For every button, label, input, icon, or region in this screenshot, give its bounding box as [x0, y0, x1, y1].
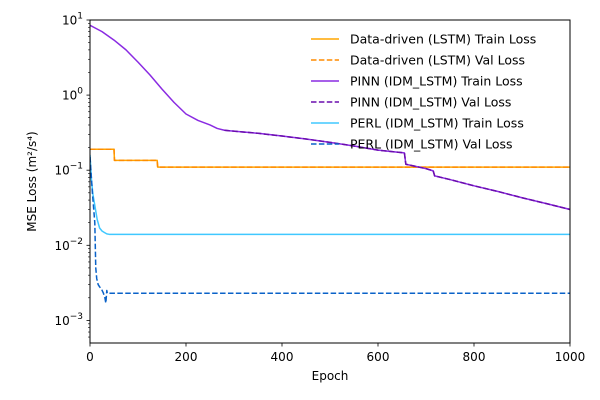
x-tick-label: 200 — [175, 350, 198, 364]
legend: Data-driven (LSTM) Train Loss Data-driven… — [311, 32, 536, 152]
y-tick-label: 10−2 — [54, 237, 83, 253]
legend-label: PINN (IDM_LSTM) Train Loss — [350, 74, 523, 89]
x-tick-label: 600 — [367, 350, 390, 364]
y-axis-label: MSE Loss (m²/s⁴) — [25, 131, 39, 231]
plot-frame — [89, 19, 571, 344]
y-axis-ticks: 10−3 10−2 10−1 100 101 — [54, 12, 90, 338]
y-tick-label: 101 — [62, 12, 83, 28]
series-line-4 — [224, 129, 570, 211]
series-layer — [90, 24, 570, 304]
x-tick-label: 0 — [86, 350, 94, 364]
legend-label: Data-driven (LSTM) Train Loss — [350, 32, 536, 47]
x-tick-label: 1000 — [555, 350, 586, 364]
series-line-6 — [90, 156, 570, 304]
y-tick-label: 10−1 — [54, 162, 83, 178]
x-tick-label: 800 — [463, 350, 486, 364]
x-axis-ticks: 0 200 400 600 800 1000 — [86, 343, 585, 364]
x-axis-label: Epoch — [312, 369, 349, 383]
legend-label: PINN (IDM_LSTM) Val Loss — [350, 95, 511, 110]
legend-label: PERL (IDM_LSTM) Val Loss — [350, 137, 513, 152]
series-line-5 — [90, 154, 570, 236]
x-tick-label: 400 — [271, 350, 294, 364]
legend-label: PERL (IDM_LSTM) Train Loss — [350, 116, 524, 131]
legend-label: Data-driven (LSTM) Val Loss — [350, 53, 525, 68]
y-tick-label: 10−3 — [54, 312, 83, 328]
series-line-2 — [90, 148, 570, 168]
series-line-1 — [90, 148, 570, 168]
y-tick-label: 100 — [62, 87, 83, 103]
